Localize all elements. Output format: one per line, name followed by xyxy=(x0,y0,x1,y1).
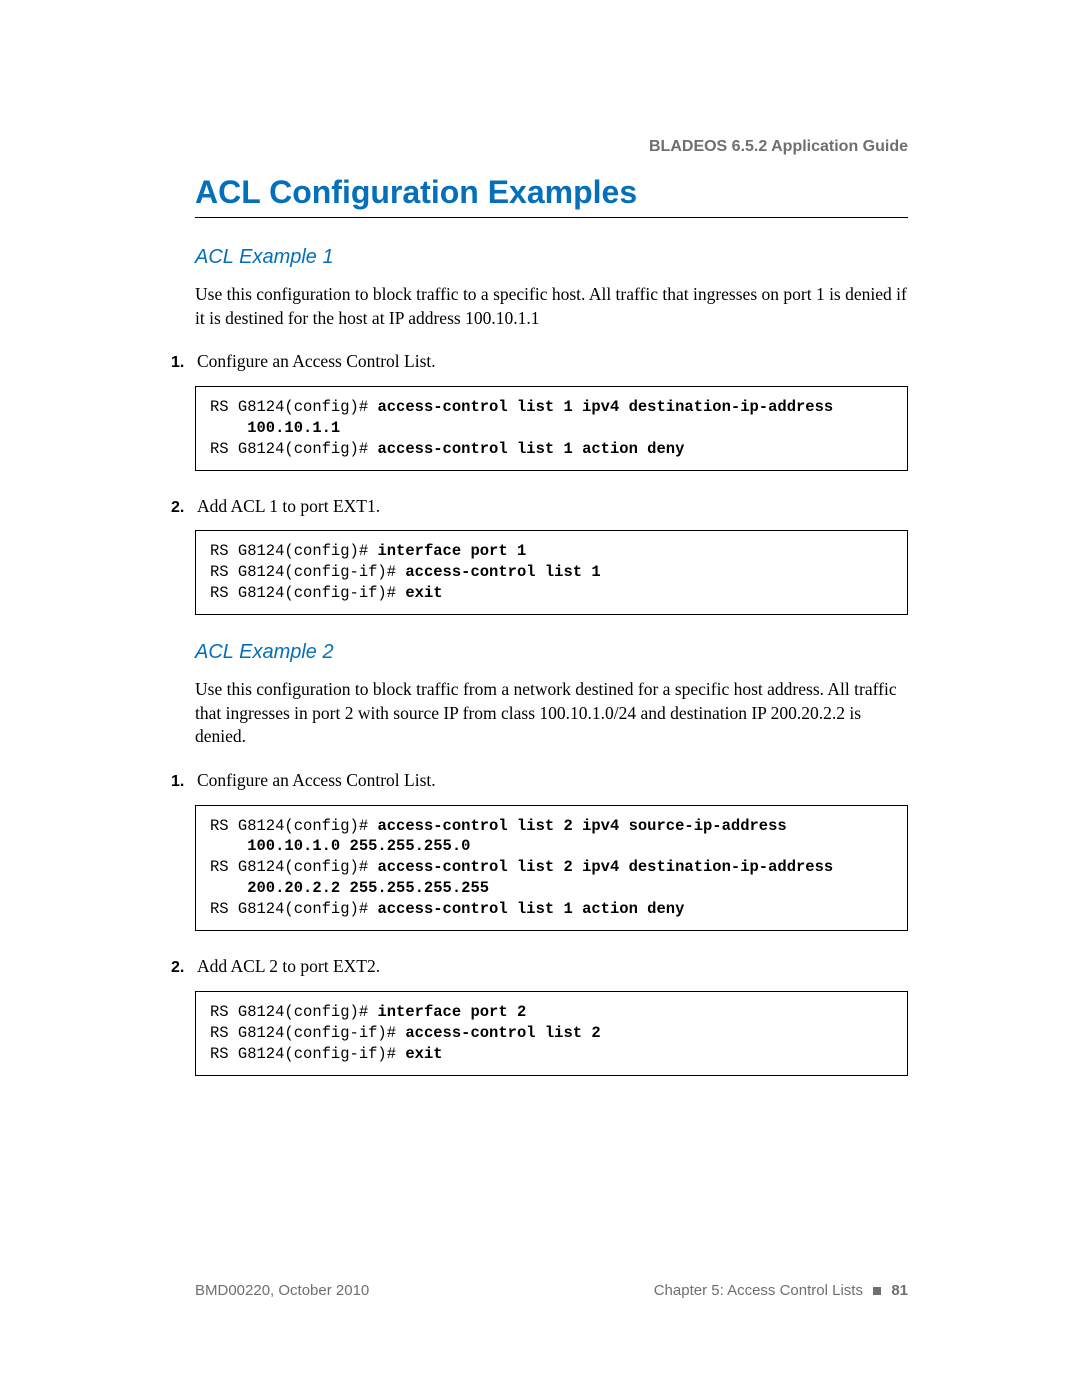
code-prompt: RS G8124(config-if)# xyxy=(210,1024,405,1042)
footer-chapter: Chapter 5: Access Control Lists xyxy=(654,1282,863,1299)
example1-code2: RS G8124(config)# interface port 1 RS G8… xyxy=(195,530,908,615)
title-rule xyxy=(195,217,908,218)
code-prompt: RS G8124(config)# xyxy=(210,1003,377,1021)
step-number: 1. xyxy=(171,354,197,372)
step-number: 1. xyxy=(171,773,197,791)
example1-step1: 1. Configure an Access Control List. xyxy=(195,350,908,374)
example1-intro: Use this configuration to block traffic … xyxy=(195,283,908,330)
code-prompt: RS G8124(config-if)# xyxy=(210,563,405,581)
code-command: interface port 2 xyxy=(377,1003,526,1021)
footer-right: Chapter 5: Access Control Lists 81 xyxy=(654,1282,908,1299)
example2-code1: RS G8124(config)# access-control list 2 … xyxy=(195,805,908,932)
document-page: BLADEOS 6.5.2 Application Guide ACL Conf… xyxy=(0,0,1080,1397)
code-prompt: RS G8124(config-if)# xyxy=(210,1045,405,1063)
step-text: Configure an Access Control List. xyxy=(197,769,436,793)
example1-step2: 2. Add ACL 1 to port EXT1. xyxy=(195,495,908,519)
code-prompt: RS G8124(config)# xyxy=(210,858,377,876)
example2-step1: 1. Configure an Access Control List. xyxy=(195,769,908,793)
step-text: Add ACL 1 to port EXT1. xyxy=(197,495,380,519)
code-command: access-control list 1 action deny xyxy=(377,900,684,918)
code-command: access-control list 2 xyxy=(405,1024,600,1042)
code-command: 100.10.1.1 xyxy=(210,419,340,437)
code-command: access-control list 2 ipv4 source-ip-add… xyxy=(377,817,786,835)
example2-code2: RS G8124(config)# interface port 2 RS G8… xyxy=(195,991,908,1076)
code-prompt: RS G8124(config)# xyxy=(210,900,377,918)
example1-heading: ACL Example 1 xyxy=(195,246,908,269)
step-text: Configure an Access Control List. xyxy=(197,350,436,374)
example2-step2: 2. Add ACL 2 to port EXT2. xyxy=(195,955,908,979)
code-command: access-control list 1 action deny xyxy=(377,440,684,458)
code-prompt: RS G8124(config-if)# xyxy=(210,584,405,602)
footer-page-number: 81 xyxy=(891,1282,908,1299)
footer-left: BMD00220, October 2010 xyxy=(195,1282,369,1299)
page-footer: BMD00220, October 2010 Chapter 5: Access… xyxy=(195,1282,908,1299)
step-text: Add ACL 2 to port EXT2. xyxy=(197,955,380,979)
code-command: exit xyxy=(405,1045,442,1063)
code-prompt: RS G8124(config)# xyxy=(210,817,377,835)
example1-code1: RS G8124(config)# access-control list 1 … xyxy=(195,386,908,471)
code-prompt: RS G8124(config)# xyxy=(210,398,377,416)
code-command: access-control list 1 xyxy=(405,563,600,581)
code-command: 100.10.1.0 255.255.255.0 xyxy=(210,837,470,855)
step-number: 2. xyxy=(171,499,197,517)
footer-square-icon xyxy=(873,1287,881,1295)
code-prompt: RS G8124(config)# xyxy=(210,542,377,560)
running-header: BLADEOS 6.5.2 Application Guide xyxy=(649,138,908,156)
code-command: 200.20.2.2 255.255.255.255 xyxy=(210,879,489,897)
code-command: access-control list 1 ipv4 destination-i… xyxy=(377,398,833,416)
code-command: access-control list 2 ipv4 destination-i… xyxy=(377,858,833,876)
page-title: ACL Configuration Examples xyxy=(195,174,908,211)
example2-heading: ACL Example 2 xyxy=(195,641,908,664)
code-command: exit xyxy=(405,584,442,602)
code-command: interface port 1 xyxy=(377,542,526,560)
code-prompt: RS G8124(config)# xyxy=(210,440,377,458)
example2-intro: Use this configuration to block traffic … xyxy=(195,678,908,749)
step-number: 2. xyxy=(171,959,197,977)
